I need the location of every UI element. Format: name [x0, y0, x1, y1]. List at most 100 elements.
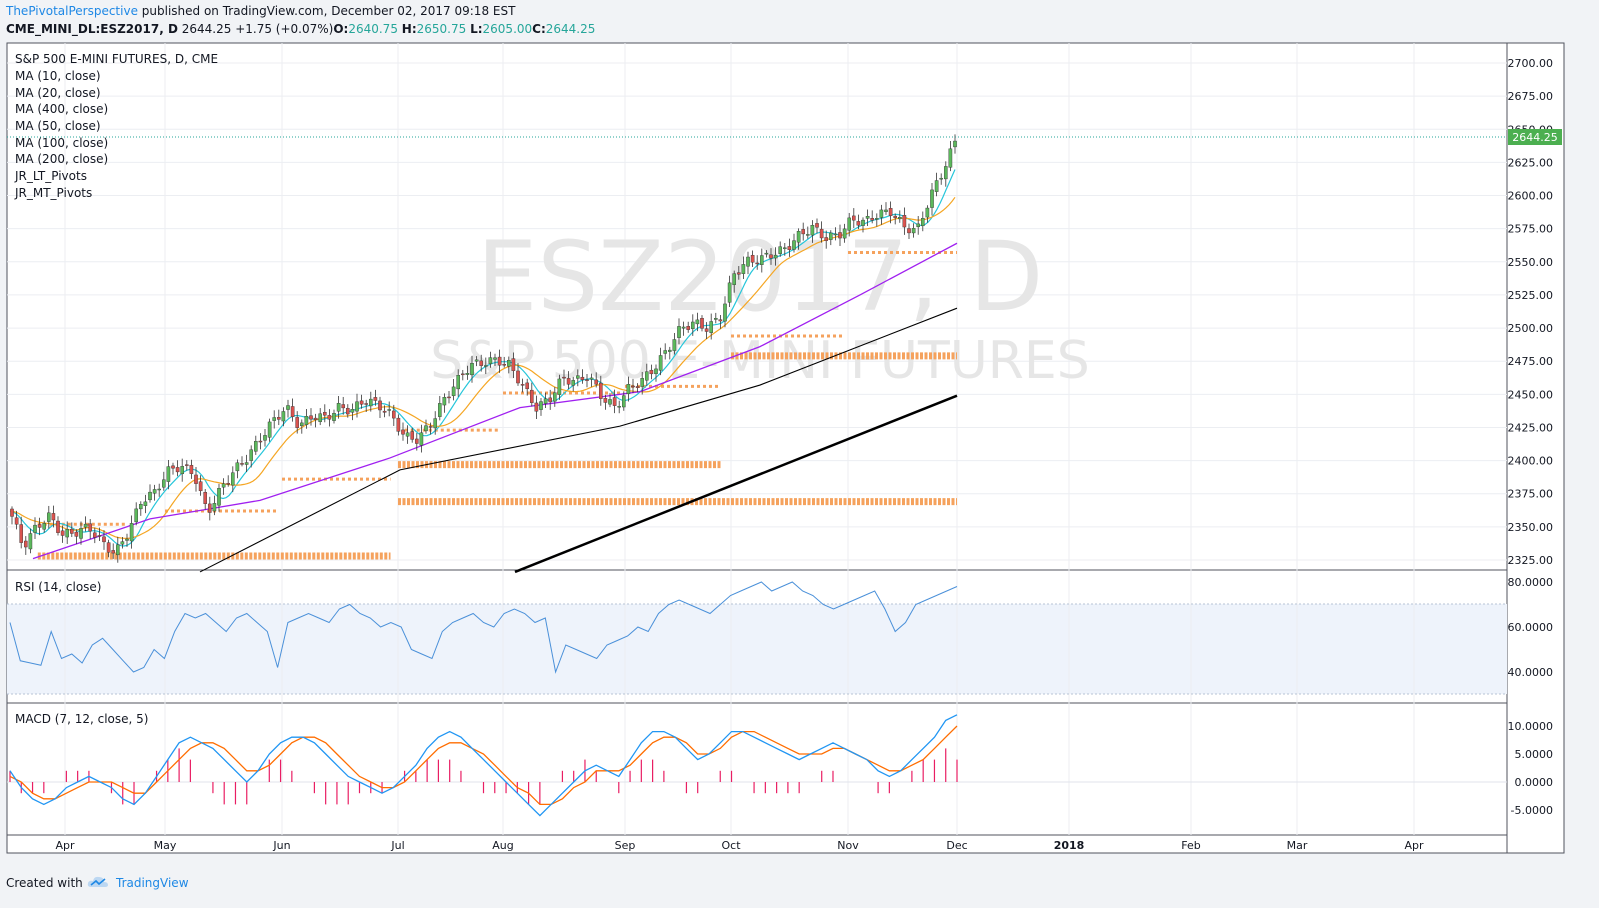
candle-body[interactable] [350, 409, 355, 413]
candle-body[interactable] [571, 380, 575, 386]
candle-body[interactable] [19, 524, 24, 543]
candle-body[interactable] [198, 481, 203, 492]
legend-ma400[interactable]: MA (400, close) [15, 102, 108, 116]
candle-body[interactable] [939, 177, 943, 180]
candle-body[interactable] [106, 542, 111, 553]
candle-body[interactable] [741, 264, 746, 274]
candle-body[interactable] [171, 465, 175, 469]
candle-body[interactable] [654, 368, 658, 375]
candle-body[interactable] [787, 246, 792, 250]
candle-body[interactable] [562, 376, 566, 379]
candle-body[interactable] [369, 398, 373, 407]
candle-body[interactable] [313, 417, 318, 420]
candle-body[interactable] [566, 378, 571, 385]
candle-body[interactable] [143, 501, 148, 506]
candle-body[interactable] [875, 218, 879, 220]
candle-body[interactable] [507, 360, 511, 367]
candle-body[interactable] [410, 431, 415, 440]
candle-body[interactable] [138, 504, 143, 510]
candle-body[interactable] [120, 541, 125, 545]
candle-body[interactable] [451, 386, 456, 397]
macd-label[interactable]: MACD (7, 12, close, 5) [15, 712, 148, 726]
candle-body[interactable] [447, 396, 451, 399]
candle-body[interactable] [658, 355, 663, 371]
candle-body[interactable] [364, 403, 369, 405]
candle-body[interactable] [842, 228, 847, 239]
candle-body[interactable] [792, 240, 796, 250]
candle-body[interactable] [212, 503, 217, 512]
candle-body[interactable] [865, 216, 870, 219]
candle-body[interactable] [253, 441, 258, 452]
candle-body[interactable] [695, 319, 700, 325]
candle-body[interactable] [879, 209, 884, 218]
candle-body[interactable] [686, 326, 690, 330]
candle-body[interactable] [28, 533, 33, 550]
candle-body[interactable] [461, 373, 465, 376]
candle-body[interactable] [769, 254, 773, 259]
candle-body[interactable] [203, 492, 208, 504]
candle-body[interactable] [194, 474, 198, 484]
candle-body[interactable] [925, 207, 930, 218]
candle-body[interactable] [102, 536, 106, 543]
candle-body[interactable] [382, 410, 387, 413]
candle-body[interactable] [267, 421, 272, 438]
candle-body[interactable] [921, 218, 925, 227]
candle-body[interactable] [470, 363, 474, 376]
candle-body[interactable] [300, 422, 304, 427]
candle-body[interactable] [838, 232, 842, 239]
candle-body[interactable] [594, 379, 598, 385]
candle-body[interactable] [355, 401, 359, 412]
candle-body[interactable] [281, 411, 286, 422]
candle-body[interactable] [557, 378, 562, 395]
candle-body[interactable] [184, 464, 189, 466]
candle-body[interactable] [484, 365, 488, 367]
candle-body[interactable] [534, 402, 539, 412]
candle-body[interactable] [392, 410, 396, 419]
candle-body[interactable] [56, 520, 60, 533]
candle-body[interactable] [60, 530, 65, 536]
candle-body[interactable] [819, 228, 824, 239]
candle-body[interactable] [166, 466, 171, 482]
candle-body[interactable] [134, 508, 139, 523]
candle-body[interactable] [396, 417, 401, 432]
candle-body[interactable] [111, 550, 115, 554]
candle-body[interactable] [829, 232, 833, 240]
candle-body[interactable] [617, 406, 621, 408]
candle-body[interactable] [304, 416, 309, 425]
candle-body[interactable] [672, 339, 677, 351]
candle-body[interactable] [295, 417, 300, 428]
candle-body[interactable] [92, 532, 97, 538]
candle-body[interactable] [861, 219, 865, 226]
candle-body[interactable] [373, 397, 378, 401]
candle-body[interactable] [543, 398, 548, 404]
candle-body[interactable] [580, 376, 585, 380]
candle-body[interactable] [755, 262, 759, 265]
candle-body[interactable] [700, 318, 704, 329]
candle-body[interactable] [290, 406, 295, 417]
candle-body[interactable] [230, 472, 235, 486]
candle-body[interactable] [10, 508, 14, 517]
candle-body[interactable] [810, 225, 815, 236]
candle-body[interactable] [263, 435, 267, 441]
candle-body[interactable] [115, 544, 120, 556]
candle-body[interactable] [911, 228, 916, 234]
candle-body[interactable] [530, 389, 534, 403]
candle-body[interactable] [714, 318, 718, 320]
candle-body[interactable] [332, 412, 336, 421]
candle-body[interactable] [902, 215, 907, 228]
candle-body[interactable] [649, 369, 654, 375]
candle-body[interactable] [415, 438, 419, 444]
candle-body[interactable] [737, 272, 741, 275]
candle-body[interactable] [401, 429, 405, 435]
candle-body[interactable] [893, 215, 897, 218]
candle-body[interactable] [801, 229, 805, 235]
candle-body[interactable] [497, 356, 502, 366]
candle-body[interactable] [640, 378, 644, 387]
candle-body[interactable] [189, 464, 194, 474]
candle-body[interactable] [387, 409, 392, 411]
candle-body[interactable] [548, 397, 552, 403]
candle-body[interactable] [608, 399, 612, 405]
candle-body[interactable] [718, 319, 723, 322]
candle-body[interactable] [83, 523, 88, 528]
